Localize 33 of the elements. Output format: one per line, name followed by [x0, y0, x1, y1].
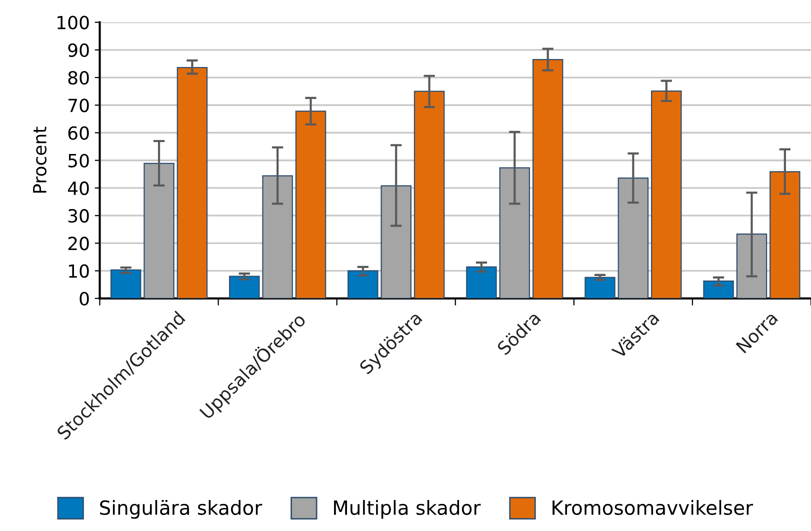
- bar: [144, 162, 174, 298]
- bar: [736, 234, 768, 298]
- y-axis-title: Procent: [33, 126, 47, 193]
- bar: [770, 171, 800, 298]
- legend-label: Multipla skador: [334, 500, 481, 519]
- y-tick-label: 40: [68, 181, 89, 196]
- bar: [380, 185, 412, 298]
- bar: [532, 59, 564, 298]
- bar: [651, 90, 682, 298]
- bar: [262, 175, 293, 298]
- y-tick-label: 10: [69, 264, 89, 278]
- legend-label: Singulära skador: [100, 500, 262, 519]
- bar: [466, 266, 497, 298]
- legend-label: Kromosomavvikelser: [552, 500, 754, 516]
- y-tick-label: 30: [68, 209, 89, 223]
- y-tick-label: 70: [68, 98, 89, 112]
- y-tick-label: 100: [58, 16, 89, 30]
- bar: [229, 276, 260, 298]
- y-tick-label: 0: [80, 292, 89, 306]
- bar: [618, 177, 649, 298]
- bar: [176, 67, 208, 298]
- y-tick-label: 60: [68, 126, 89, 140]
- bar: [348, 270, 378, 298]
- bar: [584, 276, 616, 298]
- bar: [703, 280, 734, 298]
- y-tick-label: 80: [68, 70, 89, 85]
- bar: [295, 110, 326, 298]
- bar: [499, 167, 530, 298]
- bar: [414, 90, 445, 298]
- bar: [110, 269, 142, 298]
- y-tick-label: 20: [68, 236, 89, 250]
- y-tick-label: 90: [68, 43, 89, 58]
- y-tick-label: 50: [68, 154, 89, 168]
